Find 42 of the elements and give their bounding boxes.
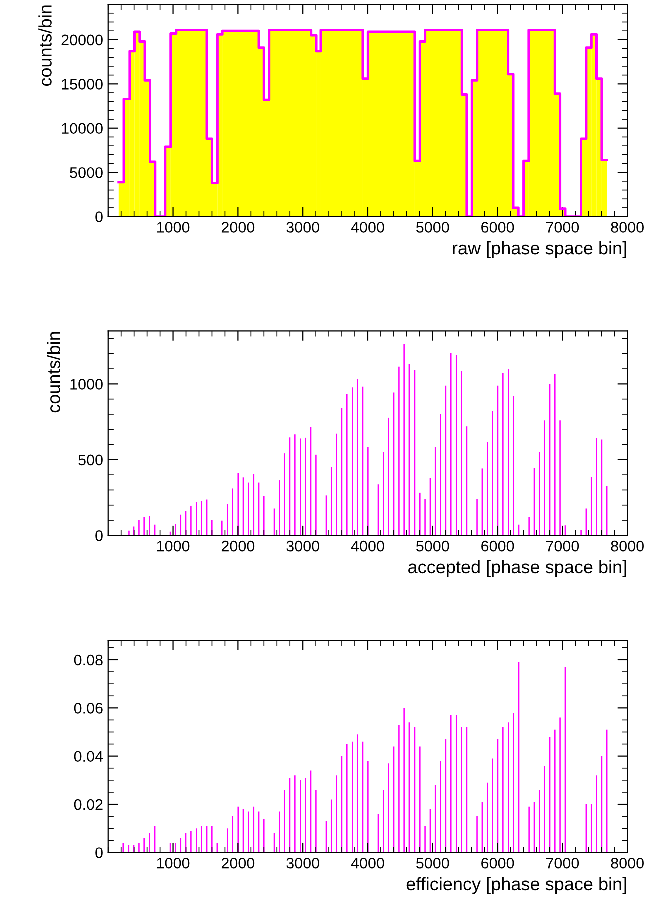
x-axis-title: efficiency [phase space bin] — [406, 877, 626, 894]
x-tick-label: 6000 — [482, 858, 514, 869]
x-tick-label: 3000 — [286, 222, 320, 233]
x-tick-label: 8000 — [611, 222, 644, 233]
x-tick-label: 5000 — [416, 540, 450, 552]
y-tick-label: 0.02 — [74, 799, 103, 810]
x-tick-label: 4000 — [351, 540, 384, 552]
x-axis-title: raw [phase space bin] — [453, 241, 626, 258]
y-tick-label: 0 — [96, 212, 103, 223]
x-tick-label: 8000 — [611, 540, 644, 552]
x-tick-label: 1000 — [157, 222, 190, 233]
y-axis-title: counts/bin — [38, 6, 52, 86]
x-tick-label: 3000 — [286, 540, 320, 552]
x-tick-label: 7000 — [546, 858, 580, 869]
y-tick-label: 0 — [96, 530, 103, 542]
y-axis-title: counts/bin — [47, 332, 60, 413]
x-tick-label: 8000 — [611, 858, 644, 869]
y-tick-label: 0.08 — [74, 654, 103, 666]
x-tick-label: 2000 — [222, 222, 255, 233]
y-tick-label: 20000 — [62, 34, 103, 46]
y-tick-label: 5000 — [70, 167, 103, 178]
y-tick-label: 0.06 — [74, 703, 103, 714]
y-tick-label: 1000 — [70, 379, 103, 390]
x-tick-label: 6000 — [482, 540, 514, 552]
x-tick-label: 4000 — [351, 858, 384, 869]
y-tick-label: 10000 — [62, 123, 103, 134]
x-tick-label: 5000 — [416, 222, 450, 233]
x-tick-label: 2000 — [222, 540, 255, 552]
x-tick-label: 3000 — [286, 858, 320, 869]
y-tick-label: 15000 — [62, 79, 103, 90]
x-tick-label: 2000 — [222, 858, 255, 869]
x-axis-title: accepted [phase space bin] — [408, 560, 626, 578]
y-tick-label: 0.04 — [74, 751, 104, 762]
x-tick-label: 7000 — [546, 540, 580, 552]
x-tick-label: 6000 — [482, 222, 514, 233]
y-tick-label: 500 — [78, 454, 103, 466]
x-tick-label: 1000 — [157, 858, 190, 869]
x-tick-label: 5000 — [416, 858, 450, 869]
x-tick-label: 1000 — [157, 540, 190, 552]
x-tick-label: 7000 — [546, 222, 580, 233]
y-tick-label: 0 — [96, 848, 103, 858]
x-tick-label: 4000 — [351, 222, 384, 233]
